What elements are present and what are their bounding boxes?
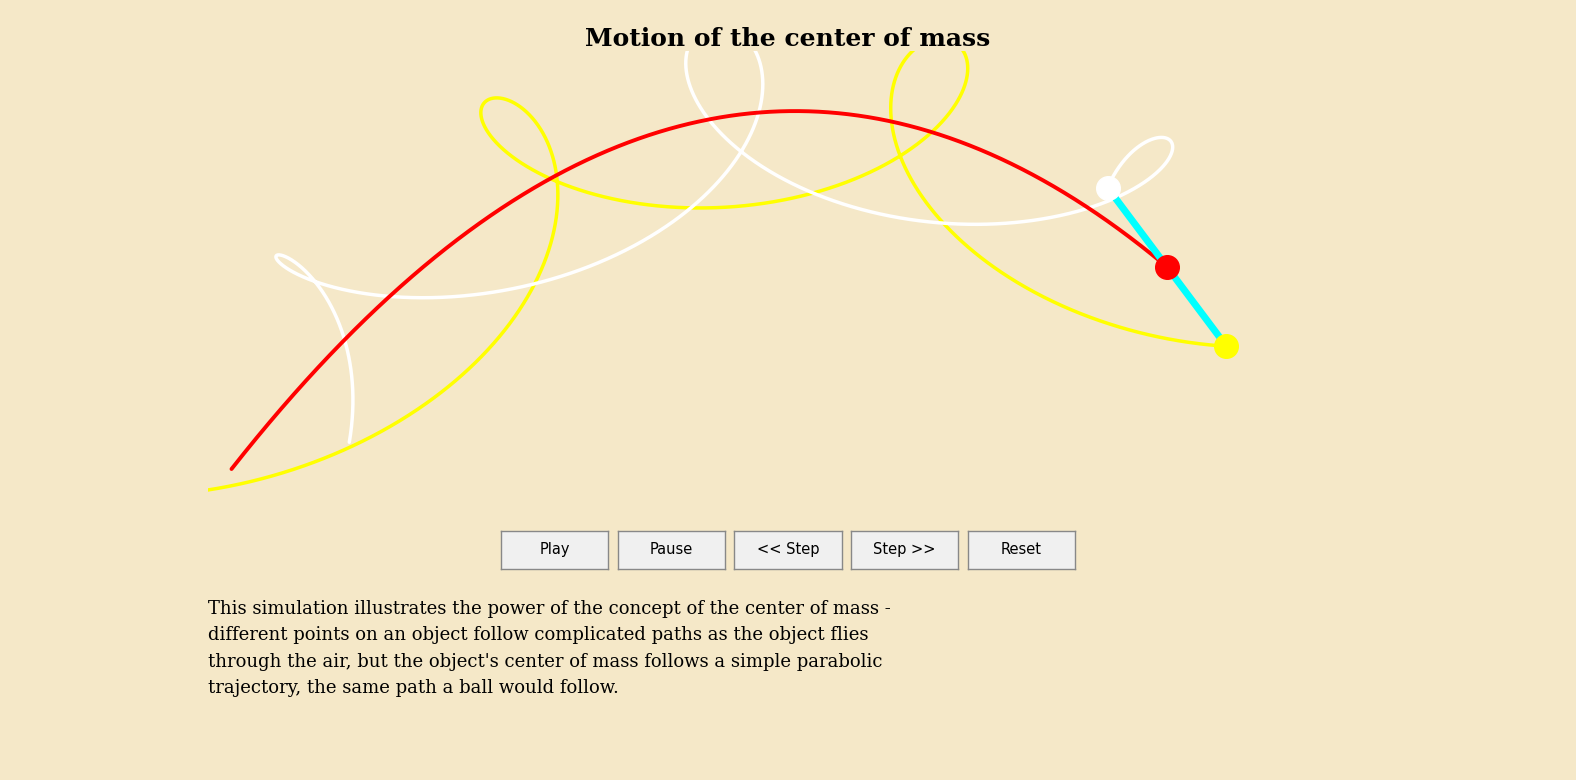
Text: << Step: << Step [756, 542, 820, 558]
Text: Motion of the center of mass: Motion of the center of mass [585, 27, 991, 51]
Text: Reset: Reset [1001, 542, 1042, 558]
Text: Pause: Pause [649, 542, 693, 558]
Text: Step >>: Step >> [873, 542, 936, 558]
Text: Play: Play [539, 542, 571, 558]
Text: This simulation illustrates the power of the concept of the center of mass -
dif: This simulation illustrates the power of… [208, 600, 890, 697]
